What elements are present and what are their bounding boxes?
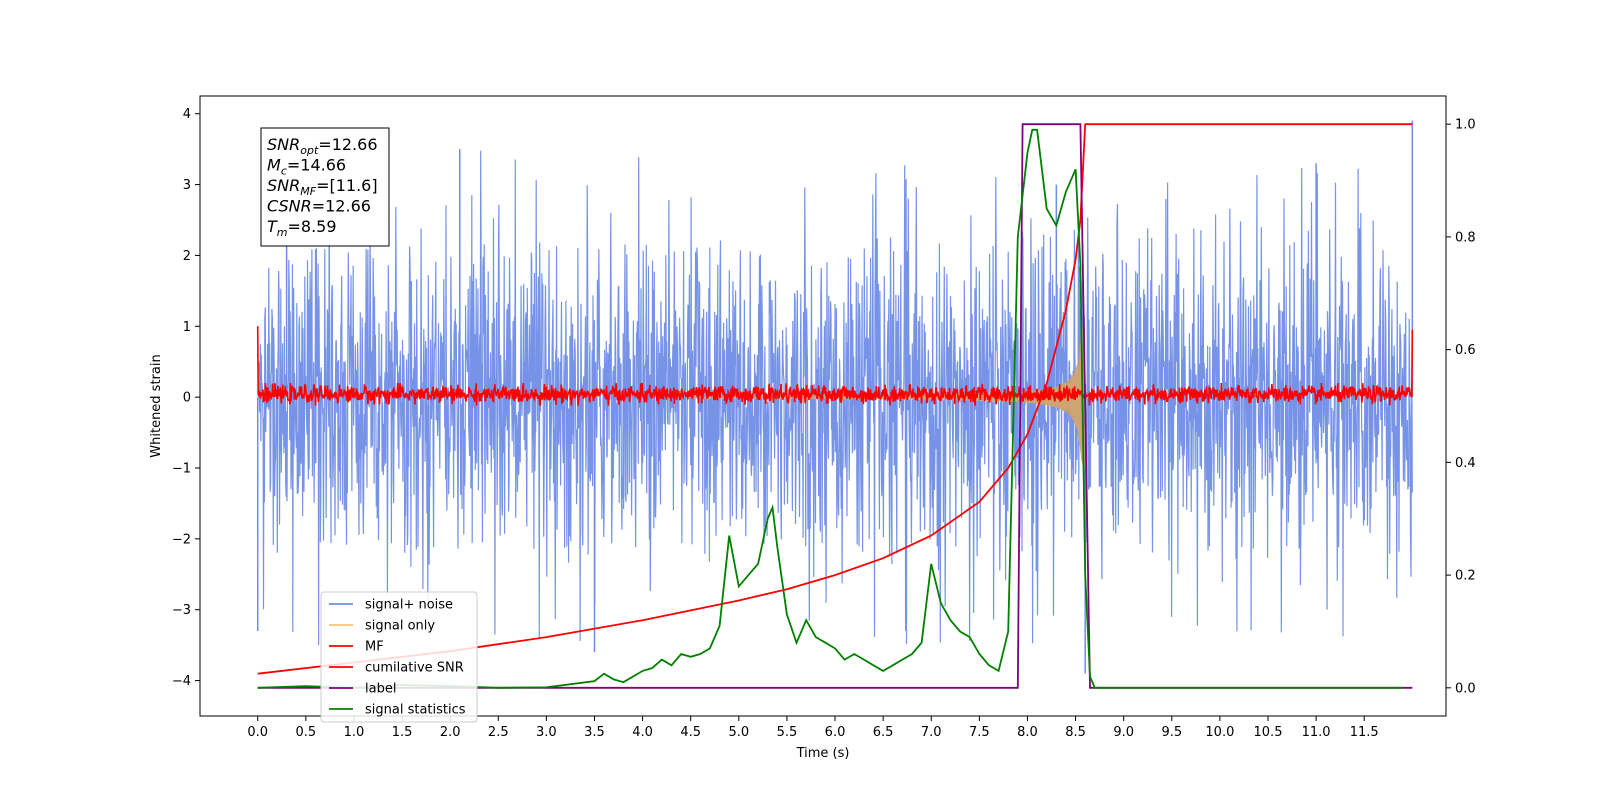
legend-frame — [320, 591, 478, 723]
y-tick-label: −3 — [172, 603, 191, 618]
x-tick-label: 0.0 — [247, 725, 268, 740]
legend-label: label — [365, 682, 396, 697]
series-label — [257, 123, 1413, 689]
x-tick-label: 3.0 — [536, 725, 557, 740]
y-tick-label: 3 — [183, 178, 191, 193]
x-tick-label: 1.5 — [392, 725, 413, 740]
x-tick-label: 4.0 — [632, 725, 653, 740]
x-tick-label: 7.0 — [921, 725, 942, 740]
series-mf — [256, 326, 1414, 406]
y-axis-label: Whitened strain — [149, 354, 164, 457]
y-tick-label: 0 — [183, 391, 191, 406]
y2-tick-label: 0.6 — [1455, 343, 1476, 358]
legend-label: signal only — [365, 619, 435, 634]
x-tick-label: 0.5 — [295, 725, 316, 740]
y-tick-label: −4 — [172, 674, 191, 689]
x-tick-label: 1.0 — [344, 725, 365, 740]
series-layer — [256, 120, 1414, 689]
y-axis-left: −4 −3 −2 −1 0 1 2 3 4 — [172, 107, 200, 689]
y-axis-right: 0.0 0.2 0.4 0.6 0.8 1.0 — [1446, 118, 1476, 696]
legend-label: cumilative SNR — [365, 661, 464, 676]
legend-label: MF — [365, 640, 384, 655]
x-tick-label: 5.5 — [777, 725, 798, 740]
x-tick-label: 10.5 — [1254, 725, 1283, 740]
series-cumilative-snr — [257, 123, 1413, 675]
series-signal-statistics — [257, 128, 1403, 689]
x-tick-label: 8.5 — [1065, 725, 1086, 740]
x-tick-label: 7.5 — [969, 725, 990, 740]
info-box-frame — [260, 127, 390, 247]
series-signal-noise — [257, 150, 1413, 646]
y2-tick-label: 0.4 — [1455, 456, 1476, 471]
plot-frame — [199, 95, 1447, 717]
legend-label: signal+ noise — [365, 598, 453, 613]
info-line: SNRopt=12.66 — [267, 135, 378, 157]
y-tick-label: 2 — [183, 249, 191, 264]
x-tick-label: 2.0 — [440, 725, 461, 740]
x-tick-label: 4.5 — [680, 725, 701, 740]
x-tick-label: 6.0 — [825, 725, 846, 740]
x-tick-label: 9.0 — [1113, 725, 1134, 740]
y2-tick-label: 0.0 — [1455, 681, 1476, 696]
info-box: SNRopt=12.66Mc=14.66SNRMF=[11.6]CSNR=12.… — [260, 127, 390, 247]
x-tick-label: 5.0 — [728, 725, 749, 740]
y-tick-label: 4 — [183, 107, 191, 122]
y-tick-label: 1 — [183, 320, 191, 335]
x-tick-label: 11.5 — [1350, 725, 1379, 740]
info-line: Tm=8.59 — [267, 217, 337, 239]
y2-tick-label: 1.0 — [1455, 118, 1476, 133]
x-tick-label: 11.0 — [1302, 725, 1331, 740]
info-line: Mc=14.66 — [267, 156, 346, 178]
info-line: SNRMF=[11.6] — [267, 176, 378, 198]
legend: signal+ noise signal only MF cumilative SNR… — [320, 591, 478, 723]
y-tick-label: −1 — [172, 462, 191, 477]
y2-tick-label: 0.2 — [1455, 569, 1476, 584]
info-line: CSNR=12.66 — [267, 197, 371, 216]
x-axis: 0.0 0.5 1.0 1.5 2.0 2.5 3.0 3.5 4.0 4.5 5.0 5.5 6.0 6… — [247, 716, 1379, 740]
x-axis-label: Time (s) — [796, 746, 850, 761]
y2-tick-label: 0.8 — [1455, 230, 1476, 245]
x-tick-label: 6.5 — [873, 725, 894, 740]
x-tick-label: 10.0 — [1205, 725, 1234, 740]
legend-label: signal statistics — [365, 703, 466, 718]
x-tick-label: 8.0 — [1017, 725, 1038, 740]
x-tick-label: 9.5 — [1161, 725, 1182, 740]
x-tick-label: 3.5 — [584, 725, 605, 740]
x-tick-label: 2.5 — [488, 725, 509, 740]
y-tick-label: −2 — [172, 532, 191, 547]
